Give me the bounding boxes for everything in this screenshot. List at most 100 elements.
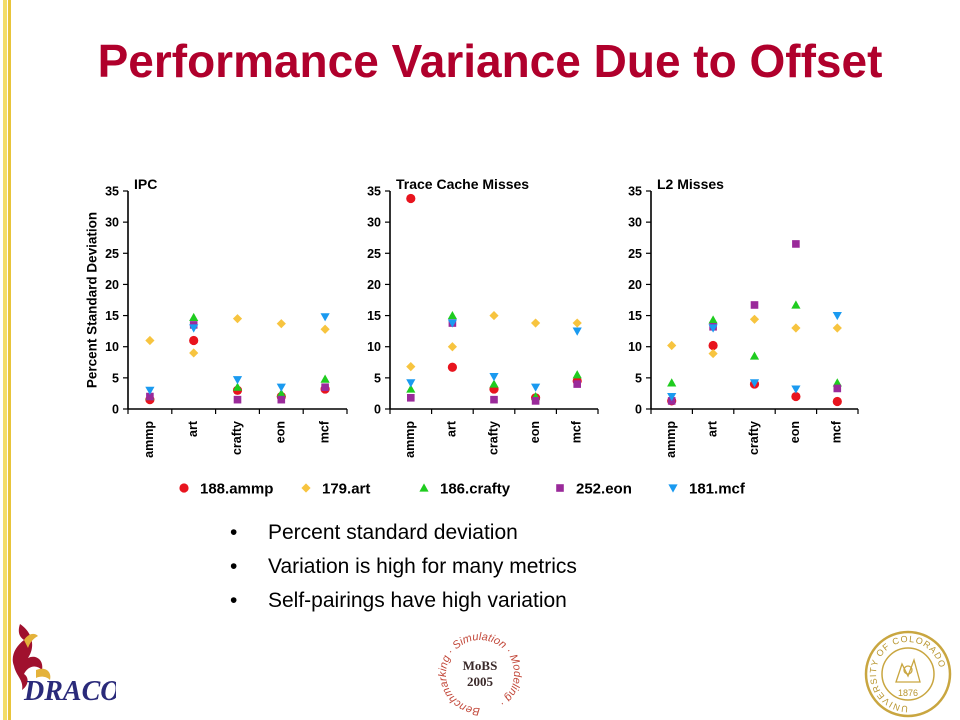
chart-panel: IPC 0 5 10 15 20 25 30 35 ammp art crafty eon mcf Perc…	[85, 176, 348, 458]
seal-year: 1876	[898, 688, 918, 698]
y-tick-label: 15	[367, 309, 381, 323]
data-point-186-crafty	[667, 378, 677, 387]
data-point-252-eon	[792, 240, 800, 248]
data-point-181-mcf	[531, 383, 541, 392]
data-point-181-mcf	[708, 324, 718, 333]
data-point-252-eon	[573, 380, 581, 388]
chart-title: L2 Misses	[657, 176, 724, 192]
seal-emblem-icon	[895, 657, 921, 683]
data-point-186-crafty	[406, 384, 416, 393]
data-point-188-ammp	[832, 396, 842, 407]
y-tick-label: 15	[628, 309, 642, 323]
data-point-186-crafty	[832, 378, 842, 387]
legend-label: 186.crafty	[440, 481, 511, 498]
y-tick-label: 35	[367, 185, 381, 199]
data-point-188-ammp	[189, 335, 199, 346]
mobs-logo-title: MoBS	[463, 658, 498, 673]
data-point-252-eon	[531, 397, 540, 405]
data-point-179-art	[832, 323, 842, 333]
y-tick-label: 25	[628, 247, 642, 261]
data-point-179-art	[531, 318, 541, 328]
data-point-179-art	[320, 324, 330, 334]
legend-label: 188.ammp	[200, 481, 273, 498]
data-point-186-crafty	[232, 382, 243, 391]
data-point-188-ammp	[447, 362, 457, 372]
data-point-252-eon	[321, 383, 329, 391]
legend-marker	[668, 484, 678, 493]
seal-inner-ring	[881, 647, 935, 701]
data-point-179-art	[667, 340, 677, 351]
data-point-186-crafty	[708, 315, 718, 324]
y-tick-label: 15	[105, 309, 119, 323]
bullet-list: Percent standard deviation Variation is …	[230, 516, 577, 618]
y-axis-label: Percent Standard Deviation	[85, 212, 100, 388]
x-tick-label: mcf	[569, 420, 583, 443]
x-tick-label: ammp	[664, 421, 678, 458]
x-tick-label: art	[186, 420, 200, 437]
data-point-186-crafty	[447, 310, 457, 320]
legend-marker	[556, 484, 564, 492]
y-tick-label: 0	[635, 403, 642, 417]
chart-panel: L2 Misses 0 5 10 15 20 25 30 35 ammp art crafty eon m…	[628, 176, 859, 458]
bullet-item: Self-pairings have high variation	[230, 584, 577, 618]
data-point-188-ammp	[708, 340, 718, 351]
data-point-252-eon	[490, 395, 498, 404]
y-tick-label: 10	[105, 340, 119, 354]
chart-title: IPC	[134, 176, 157, 192]
data-point-181-mcf	[791, 385, 801, 394]
y-tick-label: 10	[628, 340, 642, 354]
x-tick-label: mcf	[317, 420, 331, 443]
data-point-179-art	[447, 342, 457, 352]
y-tick-label: 20	[367, 278, 381, 292]
y-tick-label: 5	[112, 371, 119, 385]
y-tick-label: 20	[105, 278, 119, 292]
legend-label: 252.eon	[576, 481, 632, 498]
x-tick-label: art	[705, 420, 719, 437]
x-tick-label: eon	[788, 421, 802, 443]
data-point-181-mcf	[320, 313, 330, 322]
draco-logo-text: DRACO	[23, 676, 116, 707]
data-point-181-mcf	[832, 311, 842, 321]
data-point-181-mcf	[572, 327, 582, 336]
dragon-icon	[12, 624, 51, 690]
data-point-179-art	[489, 310, 499, 321]
x-tick-label: ammp	[142, 421, 156, 458]
data-point-181-mcf	[447, 319, 457, 328]
y-tick-label: 30	[105, 216, 119, 230]
data-point-179-art	[145, 335, 155, 346]
data-point-179-art	[406, 362, 416, 372]
slide-title: Performance Variance Due to Offset	[97, 35, 883, 87]
data-point-186-crafty	[189, 312, 199, 322]
data-point-181-mcf	[145, 386, 155, 395]
y-tick-label: 20	[628, 278, 642, 292]
data-point-186-crafty	[276, 388, 286, 398]
data-point-181-mcf	[232, 376, 243, 385]
chart-title: Trace Cache Misses	[396, 176, 529, 192]
data-point-252-eon	[750, 301, 759, 309]
data-point-181-mcf	[189, 324, 199, 333]
y-tick-label: 10	[367, 340, 381, 354]
left-accent-bar	[0, 0, 14, 720]
legend-marker	[419, 483, 429, 492]
data-point-188-ammp	[791, 391, 801, 402]
seal-outer-ring	[864, 630, 952, 718]
y-tick-label: 0	[112, 403, 119, 417]
mobs-logo-year: 2005	[467, 674, 494, 689]
bullet-item: Variation is high for many metrics	[230, 550, 577, 584]
data-point-181-mcf	[667, 392, 677, 402]
data-point-179-art	[232, 314, 243, 324]
y-tick-label: 25	[367, 247, 381, 261]
x-tick-label: eon	[528, 421, 542, 443]
data-point-179-art	[276, 319, 286, 329]
data-point-179-art	[708, 348, 718, 359]
draco-logo: DRACO	[12, 624, 116, 707]
data-point-186-crafty	[489, 379, 499, 388]
data-point-179-art	[572, 318, 582, 328]
y-tick-label: 30	[367, 216, 381, 230]
data-point-181-mcf	[406, 379, 416, 388]
data-point-252-eon	[407, 393, 415, 402]
bullet-item: Percent standard deviation	[230, 516, 577, 550]
data-point-252-eon	[833, 384, 842, 393]
y-tick-label: 0	[374, 403, 381, 417]
